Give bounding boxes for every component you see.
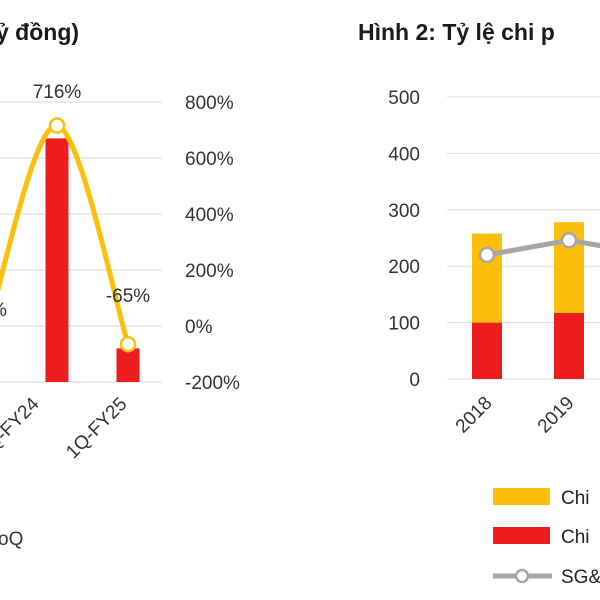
chart-2-title: Hình 2: Tỷ lệ chi p [358,19,555,45]
chart-1-y2-tick-label: -200% [185,373,240,394]
chart-2-y-tick-label: 0 [409,370,420,391]
chart-1-line-point [119,335,137,353]
chart-1-y2-tick-label: 0% [185,317,213,338]
chart-1-y2-tick-label: 600% [185,149,234,170]
chart-2-y-tick-label: 100 [388,314,420,335]
chart-2-legend-swatch [493,527,550,544]
chart-2-y-axis-ticks: 500 400 300 200 100 0 [388,88,420,391]
chart-1-y2-tick-label: 400% [185,205,234,226]
chart-1-legend-fragment: oQ [0,529,23,550]
chart-1-y2-tick-label: 200% [185,261,234,282]
chart-1-line-point [48,117,66,134]
chart-1-data-label: -65% [106,286,150,307]
chart-2-bar [472,322,502,379]
chart-1-x-tick-label: 1Q-FY24 [0,393,44,463]
chart-2-legend-label: SG& [561,567,600,588]
chart-1-bar [45,138,69,382]
chart-2-x-ticks: 2018 2019 [452,393,579,438]
chart-1-y2-tick-label: 800% [185,93,234,114]
chart-1-right-axis-ticks: 800% 600% 400% 200% 0% -200% [185,93,240,394]
chart-1-data-label: % [0,300,7,321]
chart-2-legend-label: Chi [561,527,590,548]
chart-2-y-tick-label: 400 [388,144,420,165]
chart-2-bar [554,313,584,379]
chart-2-line-point [560,232,578,249]
chart-2-y-tick-label: 500 [388,88,420,109]
chart-2-x-tick-label: 2018 [452,393,497,438]
chart-1-bars [45,138,140,382]
chart-1-bar [116,348,140,382]
chart-2-x-tick-label: 2019 [534,393,579,438]
chart-2-legend-swatch [493,488,550,505]
chart-2-line-point [478,246,496,264]
chart-1-data-label: 716% [33,82,82,103]
chart-2-line [478,232,600,264]
chart-2-legend-label: Chi [561,488,590,509]
chart-1: ỷ đồng) 800% 600% 400% 200% 0% -200% % 716% -65… [0,19,240,550]
chart-1-title: ỷ đồng) [0,19,79,45]
chart-2-legend: Chi Chi SG& [493,488,600,588]
chart-1-x-ticks: 1Q-FY24 1Q-FY25 [0,393,132,463]
chart-1-gridlines [0,101,162,383]
chart-2-y-tick-label: 200 [388,257,420,278]
chart-1-line: % 716% -65% [0,82,150,353]
chart-2-y-tick-label: 300 [388,201,420,222]
chart-2: Hình 2: Tỷ lệ chi p 500 400 300 200 100 0 201… [358,19,600,588]
chart-2-legend-marker [514,568,530,584]
chart-1-x-tick-label: 1Q-FY25 [62,394,131,463]
